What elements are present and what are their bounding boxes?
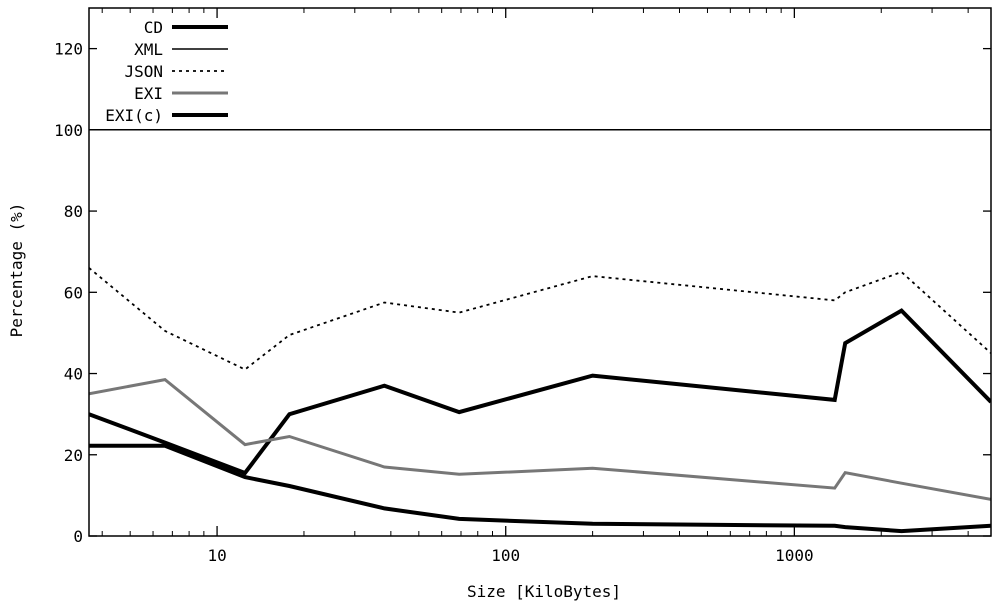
- legend-label: EXI(c): [105, 106, 163, 125]
- y-tick-label: 100: [54, 121, 83, 140]
- legend-label: EXI: [134, 84, 163, 103]
- plot-frame: [88, 7, 992, 537]
- x-tick-label: 100: [491, 546, 520, 565]
- y-tick-label: 80: [64, 202, 83, 221]
- y-tick-label: 20: [64, 446, 83, 465]
- y-tick-label: 60: [64, 283, 83, 302]
- y-tick-label: 0: [73, 527, 83, 546]
- legend-label: XML: [134, 40, 163, 59]
- series-lines: [89, 129, 991, 534]
- series-line-json: [89, 267, 991, 371]
- axis-ticks: 0 20 40 60 80 100 120 10 100 1000: [54, 8, 991, 565]
- x-tick-label: 10: [207, 546, 226, 565]
- series-line-exi: [89, 377, 991, 501]
- legend: CD XML JSON EXI EXI(c): [105, 18, 228, 125]
- series-line-exi-c: [89, 443, 991, 534]
- legend-item: XML: [134, 40, 228, 59]
- legend-label: JSON: [124, 62, 163, 81]
- legend-item: CD: [144, 18, 228, 37]
- legend-item: EXI(c): [105, 106, 228, 125]
- series-line-cd: [89, 308, 991, 476]
- y-tick-label: 40: [64, 365, 83, 384]
- legend-item: JSON: [124, 62, 228, 81]
- x-axis-label: Size [KiloBytes]: [467, 582, 621, 601]
- y-tick-label: 120: [54, 40, 83, 59]
- legend-item: EXI: [134, 84, 228, 103]
- x-tick-label: 1000: [775, 546, 814, 565]
- legend-label: CD: [144, 18, 163, 37]
- y-axis-label: Percentage (%): [7, 203, 26, 338]
